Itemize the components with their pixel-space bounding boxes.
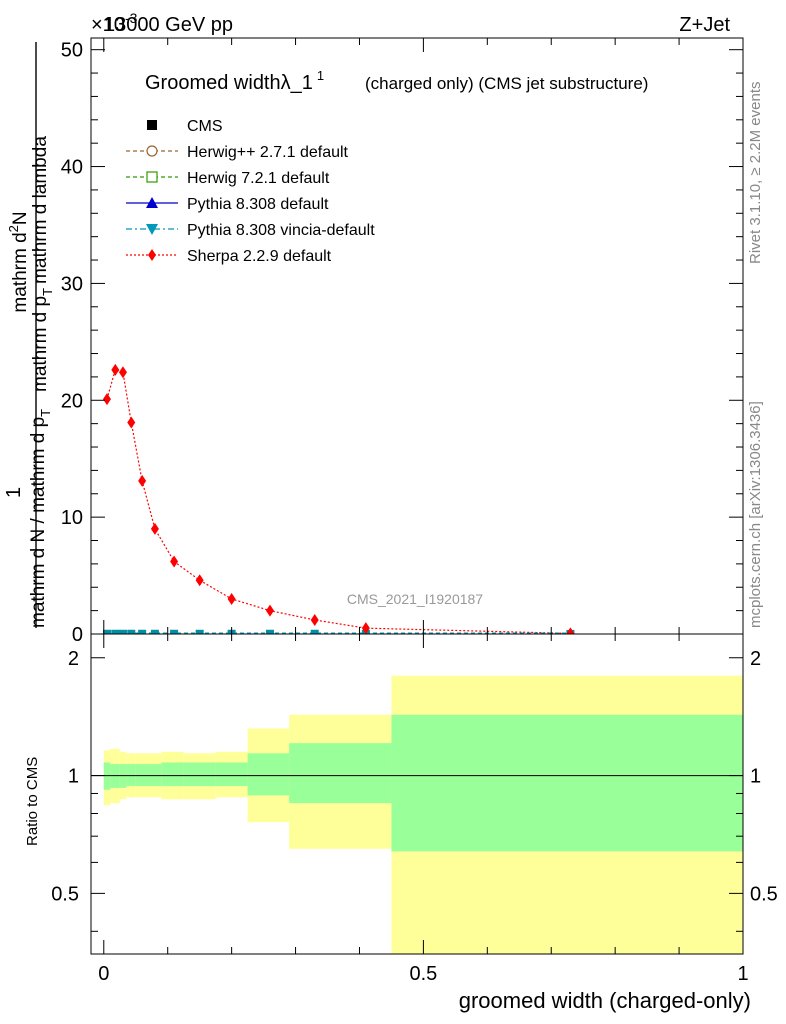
exponent-prefix: ×10 — [91, 14, 125, 36]
ratio-ytick-label-2: 2 — [68, 648, 79, 670]
legend-title-main: Groomed widthλ_1 — [145, 72, 313, 94]
ratio-ytick-label-1: 1 — [68, 766, 79, 788]
analysis-watermark: CMS_2021_I1920187 — [347, 591, 483, 607]
sherpa-point-8 — [227, 592, 236, 605]
sherpa-point-2 — [118, 366, 127, 379]
ylabel-numerator: 1 — [3, 487, 25, 498]
legend-marker-4 — [146, 224, 158, 235]
mcplots-label: mcplots.cern.ch [arXiv:1306.3436] — [747, 401, 764, 628]
ratio-green-band-7 — [183, 762, 216, 787]
sherpa-point-1 — [111, 363, 120, 376]
cms-point-0 — [102, 629, 111, 634]
xtick-label-2: 1 — [737, 963, 748, 985]
cms-point-4 — [138, 629, 147, 634]
ylabel-lower-rest: mathrm d lambda — [30, 136, 51, 284]
main-ytick-label-0: 0 — [72, 624, 83, 646]
ratio-ytick-label-right-2: 2 — [750, 648, 761, 670]
legend-entry-3: Pythia 8.308 default — [126, 196, 329, 213]
legend-marker-1 — [146, 145, 158, 157]
header-left: 13000 GeV pp — [104, 14, 233, 36]
cms-point-1 — [111, 629, 120, 634]
sherpa-point-3 — [127, 416, 136, 429]
cms-point-9 — [265, 629, 274, 634]
ylabel-inner-sup: 2 — [6, 225, 21, 232]
ratio-green-band-10 — [289, 743, 392, 804]
ylabel-denominator-sub: T — [38, 409, 53, 417]
sherpa-point-9 — [265, 604, 274, 617]
header-right: Z+Jet — [679, 14, 730, 36]
legend-marker-5 — [148, 249, 156, 261]
exponent-power: -3 — [125, 10, 138, 26]
sherpa-line — [106, 369, 571, 634]
legend-entry-0: CMS — [147, 118, 223, 135]
exponent-label: ×10-3 — [91, 10, 138, 36]
legend-entry-2: Herwig 7.2.1 default — [126, 170, 330, 187]
legend-label-3: Pythia 8.308 default — [187, 196, 329, 213]
ylabel-denominator-text: mathrm d N / mathrm d p — [28, 417, 49, 628]
main-ytick-label-4: 40 — [61, 157, 83, 179]
ylabel-lower-sub: T — [40, 288, 55, 296]
cms-point-3 — [127, 629, 136, 634]
legend-title: Groomed widthλ_1 1 — [145, 68, 324, 94]
ratio-ytick-label-right-0: 0.5 — [750, 883, 778, 905]
sherpa-point-0 — [102, 393, 111, 406]
ratio-ylabel: Ratio to CMS — [24, 757, 41, 846]
ylabel-inner-d: mathrm d — [10, 232, 31, 312]
cms-point-10 — [310, 629, 319, 634]
xtick-label-0: 0 — [98, 963, 109, 985]
ratio-ytick-label-right-1: 1 — [750, 766, 761, 788]
sherpa-point-5 — [150, 522, 159, 535]
axis-ticks — [91, 38, 744, 954]
legend-label-5: Sherpa 2.2.9 default — [187, 248, 332, 265]
legend-label-2: Herwig 7.2.1 default — [187, 170, 330, 187]
axis-tick-labels: 0 10 20 30 40 50 0 0.5 1 0.5 0.5 1 1 2 2 — [51, 40, 778, 985]
x-axis-label: groomed width (charged-only) — [459, 988, 751, 1013]
legend-entry-5: Sherpa 2.2.9 default — [126, 248, 332, 265]
cms-point-2 — [118, 629, 127, 634]
cms-point-7 — [195, 629, 204, 634]
main-ytick-label-2: 20 — [61, 390, 83, 412]
ratio-bands — [103, 675, 743, 954]
legend-label-1: Herwig++ 2.7.1 default — [187, 144, 349, 161]
legend: CMS Herwig++ 2.7.1 default Herwig 7.2.1 de… — [126, 118, 375, 265]
legend-label-0: CMS — [187, 118, 223, 135]
legend-marker-3 — [146, 197, 158, 208]
sherpa-point-7 — [195, 574, 204, 587]
sherpa-point-12 — [566, 627, 575, 634]
legend-title-rest: (charged only) (CMS jet substructure) — [365, 74, 648, 93]
xtick-label-1: 0.5 — [409, 963, 437, 985]
sherpa-point-4 — [138, 474, 147, 487]
main-ylabel: 1 mathrm d N / mathrm d pT mathrm d2N ma… — [3, 42, 55, 628]
ratio-frame — [90, 633, 744, 955]
cms-point-5 — [150, 629, 159, 634]
main-ytick-label-3: 30 — [61, 273, 83, 295]
sherpa-point-6 — [170, 555, 179, 568]
main-series-layer — [102, 363, 575, 634]
ratio-green-band-6 — [161, 762, 184, 787]
ylabel-denominator: mathrm d N / mathrm d pT — [28, 409, 53, 628]
rivet-label: Rivet 3.1.10, ≥ 2.2M events — [747, 82, 764, 265]
ratio-green-band-0 — [103, 762, 111, 790]
legend-marker-2 — [146, 171, 158, 183]
ylabel-inner-numerator: mathrm d2N — [6, 211, 31, 312]
legend-entry-4: Pythia 8.308 vincia-default — [126, 222, 375, 239]
ratio-green-band-8 — [215, 762, 248, 787]
legend-label-4: Pythia 8.308 vincia-default — [187, 222, 375, 239]
ylabel-inner-N: N — [10, 211, 31, 225]
legend-entry-1: Herwig++ 2.7.1 default — [126, 144, 349, 161]
ylabel-lower-d: mathrm d p — [30, 296, 51, 392]
sherpa-point-11 — [361, 622, 370, 634]
ratio-ytick-label-0: 0.5 — [51, 883, 79, 905]
legend-title-sup: 1 — [317, 68, 324, 83]
cms-point-6 — [170, 629, 179, 634]
ratio-green-band-9 — [247, 753, 290, 796]
main-ytick-label-1: 10 — [61, 507, 83, 529]
sherpa-point-10 — [310, 613, 319, 626]
ylabel-inner-denominator: mathrm d pTmathrm d lambda — [30, 136, 55, 392]
legend-marker-0 — [147, 120, 157, 130]
ratio-green-band-11 — [391, 714, 743, 852]
main-ytick-label-5: 50 — [61, 40, 83, 62]
